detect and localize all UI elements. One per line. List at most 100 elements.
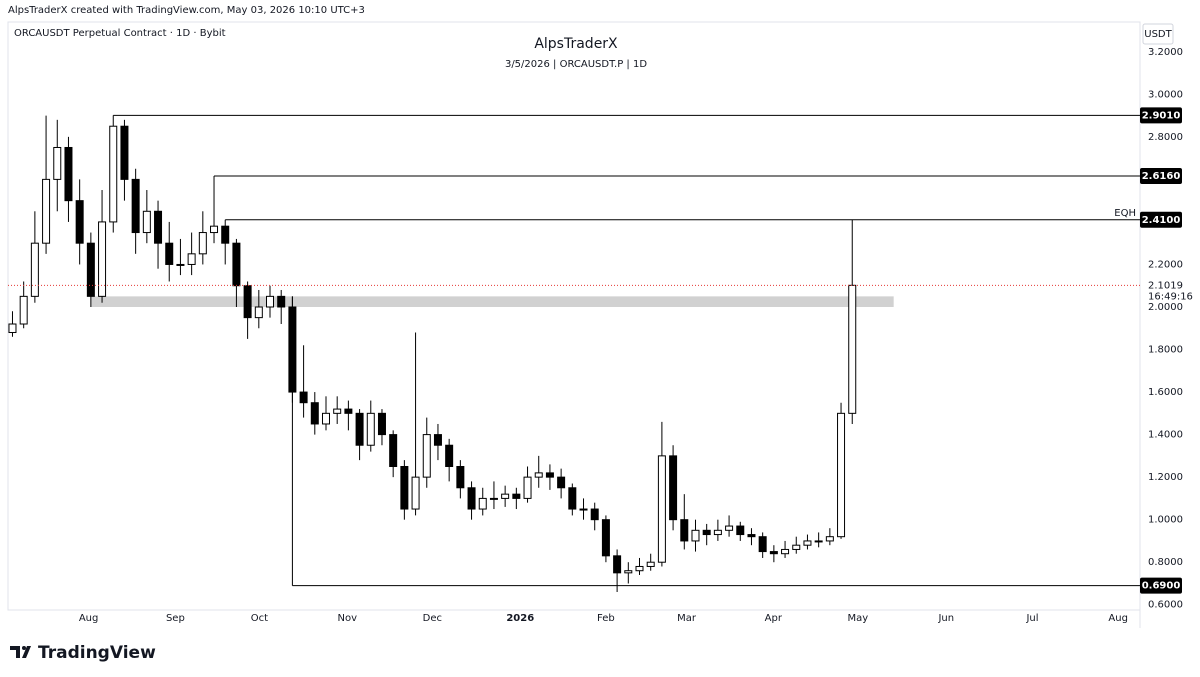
x-tick-label: Feb — [597, 613, 615, 624]
candle-body — [814, 540, 823, 543]
candle-body — [635, 565, 644, 572]
candle-body — [646, 561, 655, 567]
y-tick-label: 2.8000 — [1148, 132, 1183, 143]
candle-body — [445, 444, 454, 468]
candle-body — [30, 242, 39, 297]
y-tick-label: 2.0000 — [1148, 302, 1183, 313]
x-tick-label: May — [847, 613, 868, 624]
x-tick-label: Jun — [937, 613, 954, 624]
logo-text: TradingView — [38, 643, 156, 663]
y-tick-label: 0.6000 — [1148, 600, 1183, 611]
level-label-box — [1140, 211, 1182, 228]
level-label-box — [1140, 167, 1182, 184]
candle-body — [534, 472, 543, 478]
countdown: 16:49:16 — [1148, 291, 1193, 302]
candle-body — [669, 455, 678, 521]
candle-body — [142, 210, 151, 234]
level-tag: EQH — [1114, 208, 1136, 219]
candle-body — [523, 476, 532, 499]
candle-body — [803, 540, 812, 546]
candle-body — [366, 412, 375, 446]
candle-body — [411, 476, 420, 510]
candle-body — [321, 412, 330, 425]
x-tick-label: Aug — [79, 613, 99, 624]
candle-body — [680, 519, 689, 542]
candle-body — [221, 225, 230, 244]
x-tick-label: Aug — [1108, 613, 1128, 624]
logo-icon — [10, 646, 31, 658]
candle-body — [355, 412, 364, 446]
support-zone — [90, 296, 894, 307]
level-label: 2.6160 — [1142, 171, 1181, 182]
y-tick-label: 1.2000 — [1148, 472, 1183, 483]
y-tick-label: 1.8000 — [1148, 345, 1183, 356]
candle-body — [310, 402, 319, 425]
candle-body — [702, 529, 711, 536]
logo-dot — [22, 646, 26, 650]
candle-body — [478, 497, 487, 510]
candle-body — [232, 242, 241, 287]
candle-body — [176, 263, 185, 266]
x-tick-label: Mar — [677, 613, 697, 624]
candle-body — [243, 285, 252, 319]
candle-body — [545, 472, 554, 478]
candle-body — [512, 493, 521, 499]
candle-body — [792, 544, 801, 550]
plot-frame — [7, 21, 1141, 611]
candle-body — [277, 295, 286, 308]
candle-body — [254, 306, 263, 319]
candle-body — [781, 548, 790, 555]
x-tick-label: Oct — [251, 613, 268, 624]
candle-body — [590, 508, 599, 521]
candle-body — [187, 253, 196, 265]
y-tick-label: 2.2000 — [1148, 259, 1183, 270]
candle-body — [568, 487, 577, 510]
level-label-box — [1140, 107, 1182, 124]
candle-body — [467, 487, 476, 510]
candle-body — [154, 210, 163, 244]
candle-body — [8, 323, 17, 334]
candle-body — [389, 434, 398, 468]
candle-body — [377, 412, 386, 436]
candle-body — [601, 519, 610, 557]
candle-body — [19, 295, 28, 325]
y-tick-label: 3.0000 — [1148, 89, 1183, 100]
candle-body — [299, 391, 308, 404]
symbol-text: ORCAUSDT Perpetual Contract · 1D · Bybit — [14, 28, 226, 39]
candle-body — [725, 525, 734, 531]
candle-body — [579, 508, 588, 511]
candle-body — [557, 476, 566, 489]
candle-body — [422, 434, 431, 478]
candle-body — [344, 408, 353, 414]
x-tick-label: 2026 — [506, 613, 534, 624]
level-label-box — [1140, 577, 1182, 594]
candle-body — [769, 551, 778, 555]
candle-body — [657, 455, 666, 563]
y-tick-label: 3.2000 — [1148, 47, 1183, 58]
candle-body — [848, 284, 857, 414]
y-tick-label: 0.8000 — [1148, 557, 1183, 568]
candle-body — [210, 225, 219, 234]
candle-body — [75, 200, 84, 244]
level-label: 2.4100 — [1142, 215, 1181, 226]
x-tick-label: Jul — [1025, 613, 1038, 624]
candle-body — [64, 146, 73, 202]
candle-body — [456, 466, 465, 489]
level-label: 0.6900 — [1142, 581, 1181, 592]
candle-body — [837, 412, 846, 538]
candle-body — [691, 529, 700, 542]
header-text: AlpsTraderX created with TradingView.com… — [8, 5, 365, 16]
currency-box — [1142, 23, 1174, 45]
candle-body — [98, 221, 107, 297]
chart-title: AlpsTraderX — [534, 36, 618, 52]
candle-body — [613, 555, 622, 574]
x-tick-label: Dec — [423, 613, 442, 624]
x-tick-label: Nov — [337, 613, 357, 624]
x-tick-label: Sep — [166, 613, 185, 624]
candle-body — [624, 570, 633, 574]
candle-body — [120, 125, 129, 180]
tradingview-logo: TradingView — [10, 643, 156, 663]
candle-body — [758, 536, 767, 553]
y-tick-label: 1.0000 — [1148, 515, 1183, 526]
candle-body — [165, 242, 174, 265]
